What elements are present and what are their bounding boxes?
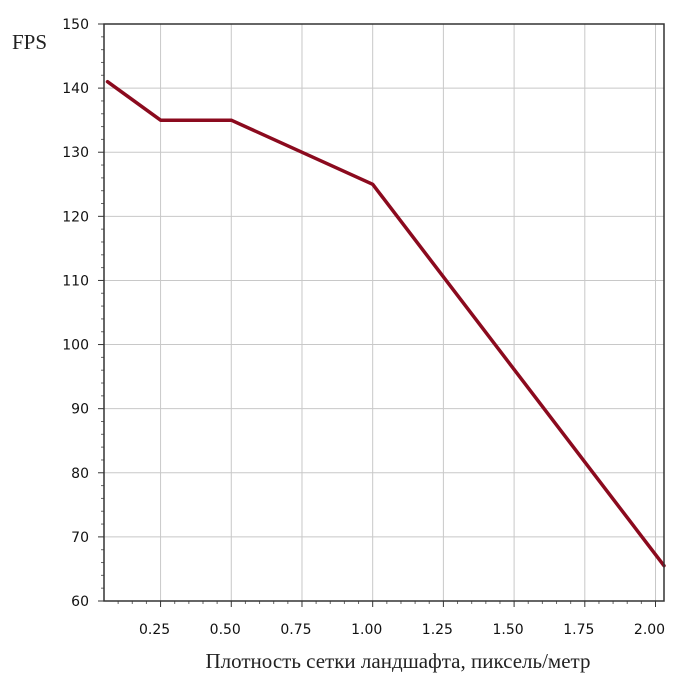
y-tick-label: 130 <box>62 145 89 161</box>
y-tick-label: 150 <box>62 17 89 33</box>
y-tick-label: 90 <box>71 402 89 418</box>
y-axis-ticks: 60 70 80 90 100 110 120 130 140 150 <box>62 17 104 610</box>
x-axis-ticks: 0.25 0.50 0.75 1.00 1.25 1.50 1.75 2.00 <box>139 601 665 638</box>
x-tick-label: 1.00 <box>351 622 382 638</box>
y-tick-label: 60 <box>71 594 89 610</box>
y-tick-label: 140 <box>62 81 89 97</box>
x-tick-label: 1.75 <box>563 622 594 638</box>
x-axis-label: Плотность сетки ландшафта, пиксель/метр <box>206 649 591 673</box>
x-tick-label: 1.25 <box>422 622 453 638</box>
x-tick-label: 0.50 <box>210 622 241 638</box>
y-tick-label: 110 <box>62 273 89 289</box>
series-layer <box>105 79 666 568</box>
y-axis-label: FPS <box>12 30 47 54</box>
x-tick-label: 0.25 <box>139 622 170 638</box>
plot-frame <box>103 23 665 602</box>
y-tick-label: 70 <box>71 530 89 546</box>
y-tick-label: 80 <box>71 466 89 482</box>
series-line <box>105 79 666 568</box>
x-tick-label: 0.75 <box>280 622 311 638</box>
x-tick-label: 1.50 <box>493 622 524 638</box>
y-tick-label: 100 <box>62 338 89 354</box>
grid <box>104 24 664 601</box>
x-tick-label: 2.00 <box>634 622 665 638</box>
y-tick-label: 120 <box>62 209 89 225</box>
